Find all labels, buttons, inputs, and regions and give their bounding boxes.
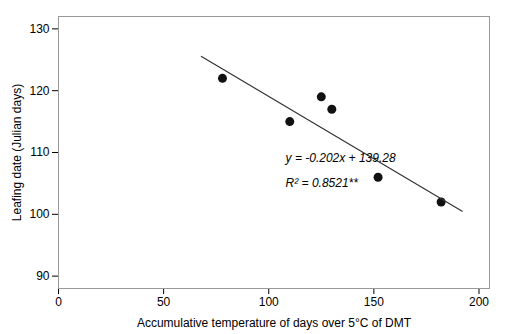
- svg-text:110: 110: [30, 145, 49, 159]
- svg-text:y = -0.202x + 139.28: y = -0.202x + 139.28: [285, 151, 396, 165]
- svg-text:Leafing date (Julian days): Leafing date (Julian days): [10, 84, 24, 221]
- svg-text:100: 100: [29, 207, 49, 221]
- svg-text:200: 200: [469, 295, 489, 309]
- svg-text:0: 0: [55, 295, 62, 309]
- svg-text:50: 50: [157, 295, 171, 309]
- svg-text:Accumulative temperature of da: Accumulative temperature of days over 5°…: [137, 316, 412, 330]
- svg-text:90: 90: [36, 269, 50, 283]
- svg-text:R² = 0.8521**: R² = 0.8521**: [286, 176, 359, 190]
- svg-text:150: 150: [364, 295, 384, 309]
- svg-text:130: 130: [29, 22, 49, 36]
- svg-text:120: 120: [29, 84, 49, 98]
- svg-text:100: 100: [259, 295, 279, 309]
